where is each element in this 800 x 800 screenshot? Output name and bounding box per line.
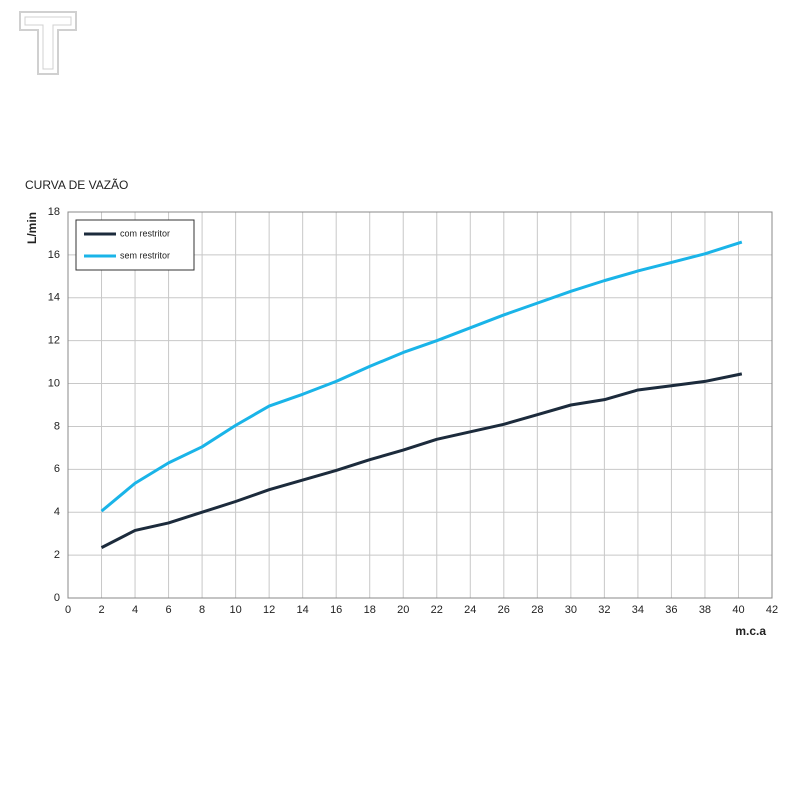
y-tick-label: 6 (54, 463, 60, 475)
legend-label: sem restritor (120, 250, 170, 260)
legend-box (75, 219, 195, 271)
x-tick-label: 10 (229, 604, 241, 616)
x-tick-label: 18 (364, 604, 376, 616)
x-tick-label: 2 (98, 604, 104, 616)
y-tick-label: 0 (54, 592, 60, 604)
y-axis-label: L/min (25, 212, 39, 244)
plot-border (67, 211, 773, 599)
series-line (100, 240, 743, 513)
x-tick-label: 6 (166, 604, 172, 616)
y-tick-label: 4 (54, 506, 60, 518)
y-tick-label: 18 (48, 206, 60, 218)
x-tick-label: 42 (766, 604, 778, 616)
y-tick-label: 12 (48, 335, 60, 347)
x-tick-label: 20 (397, 604, 409, 616)
x-axis-label: m.c.a (735, 624, 766, 638)
x-tick-label: 12 (263, 604, 275, 616)
x-tick-label: 26 (498, 604, 510, 616)
x-tick-label: 16 (330, 604, 342, 616)
legend-label: com restritor (120, 228, 170, 238)
y-tick-label: 8 (54, 420, 60, 432)
y-tick-label: 10 (48, 377, 60, 389)
x-tick-label: 24 (464, 604, 476, 616)
x-tick-label: 4 (132, 604, 138, 616)
x-tick-label: 32 (598, 604, 610, 616)
logo (19, 11, 77, 75)
chart-title: CURVA DE VAZÃO (25, 178, 128, 192)
x-tick-label: 8 (199, 604, 205, 616)
x-tick-label: 34 (632, 604, 644, 616)
y-tick-label: 2 (54, 549, 60, 561)
x-tick-label: 36 (665, 604, 677, 616)
x-tick-label: 38 (699, 604, 711, 616)
x-tick-label: 30 (565, 604, 577, 616)
series-line (100, 372, 743, 549)
x-tick-label: 14 (297, 604, 309, 616)
y-tick-label: 14 (48, 292, 60, 304)
x-tick-label: 28 (531, 604, 543, 616)
x-tick-label: 22 (431, 604, 443, 616)
x-tick-label: 40 (732, 604, 744, 616)
x-tick-label: 0 (65, 604, 71, 616)
y-tick-label: 16 (48, 249, 60, 261)
